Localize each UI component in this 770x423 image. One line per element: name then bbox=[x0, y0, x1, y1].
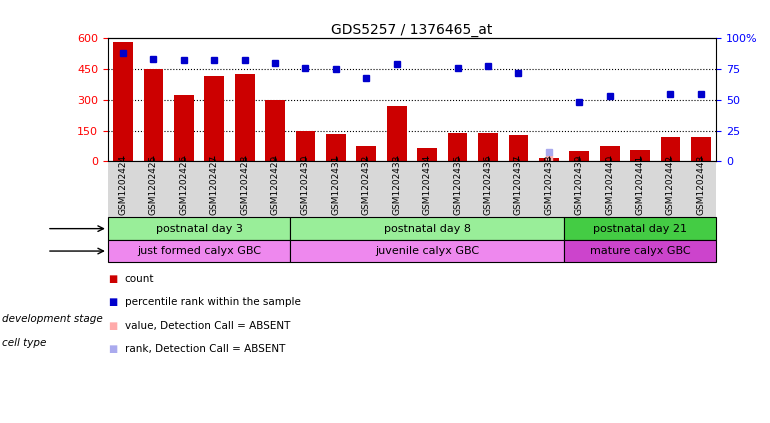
Bar bbox=[569, 151, 589, 162]
Bar bbox=[564, 217, 716, 240]
Text: ■: ■ bbox=[108, 321, 117, 331]
Text: postnatal day 21: postnatal day 21 bbox=[593, 224, 687, 233]
Text: postnatal day 8: postnatal day 8 bbox=[383, 224, 470, 233]
Bar bbox=[600, 146, 620, 162]
Text: ■: ■ bbox=[108, 297, 117, 308]
Text: mature calyx GBC: mature calyx GBC bbox=[590, 246, 691, 256]
Text: just formed calyx GBC: just formed calyx GBC bbox=[137, 246, 261, 256]
Title: GDS5257 / 1376465_at: GDS5257 / 1376465_at bbox=[331, 23, 493, 37]
Text: ■: ■ bbox=[108, 344, 117, 354]
Bar bbox=[539, 158, 559, 162]
Bar bbox=[326, 134, 346, 162]
Bar bbox=[357, 146, 377, 162]
Bar bbox=[296, 131, 316, 162]
Bar bbox=[564, 240, 716, 262]
Text: cell type: cell type bbox=[2, 338, 46, 348]
Bar bbox=[113, 42, 133, 162]
Bar bbox=[478, 132, 498, 162]
Text: percentile rank within the sample: percentile rank within the sample bbox=[125, 297, 300, 308]
Bar bbox=[630, 150, 650, 162]
Text: development stage: development stage bbox=[2, 314, 102, 324]
Bar bbox=[508, 135, 528, 162]
Bar bbox=[235, 74, 255, 162]
Text: ■: ■ bbox=[108, 274, 117, 284]
Bar bbox=[143, 69, 163, 162]
Text: value, Detection Call = ABSENT: value, Detection Call = ABSENT bbox=[125, 321, 290, 331]
Bar bbox=[387, 106, 407, 162]
Bar bbox=[204, 76, 224, 162]
Text: juvenile calyx GBC: juvenile calyx GBC bbox=[375, 246, 479, 256]
Bar bbox=[661, 137, 681, 162]
Bar bbox=[174, 95, 194, 162]
Bar bbox=[417, 148, 437, 162]
Text: count: count bbox=[125, 274, 154, 284]
Text: postnatal day 3: postnatal day 3 bbox=[156, 224, 243, 233]
Bar bbox=[290, 240, 564, 262]
Bar bbox=[108, 217, 290, 240]
Bar bbox=[290, 217, 564, 240]
Bar bbox=[108, 240, 290, 262]
Text: rank, Detection Call = ABSENT: rank, Detection Call = ABSENT bbox=[125, 344, 285, 354]
Bar bbox=[447, 132, 467, 162]
Bar bbox=[691, 137, 711, 162]
Bar bbox=[265, 100, 285, 162]
